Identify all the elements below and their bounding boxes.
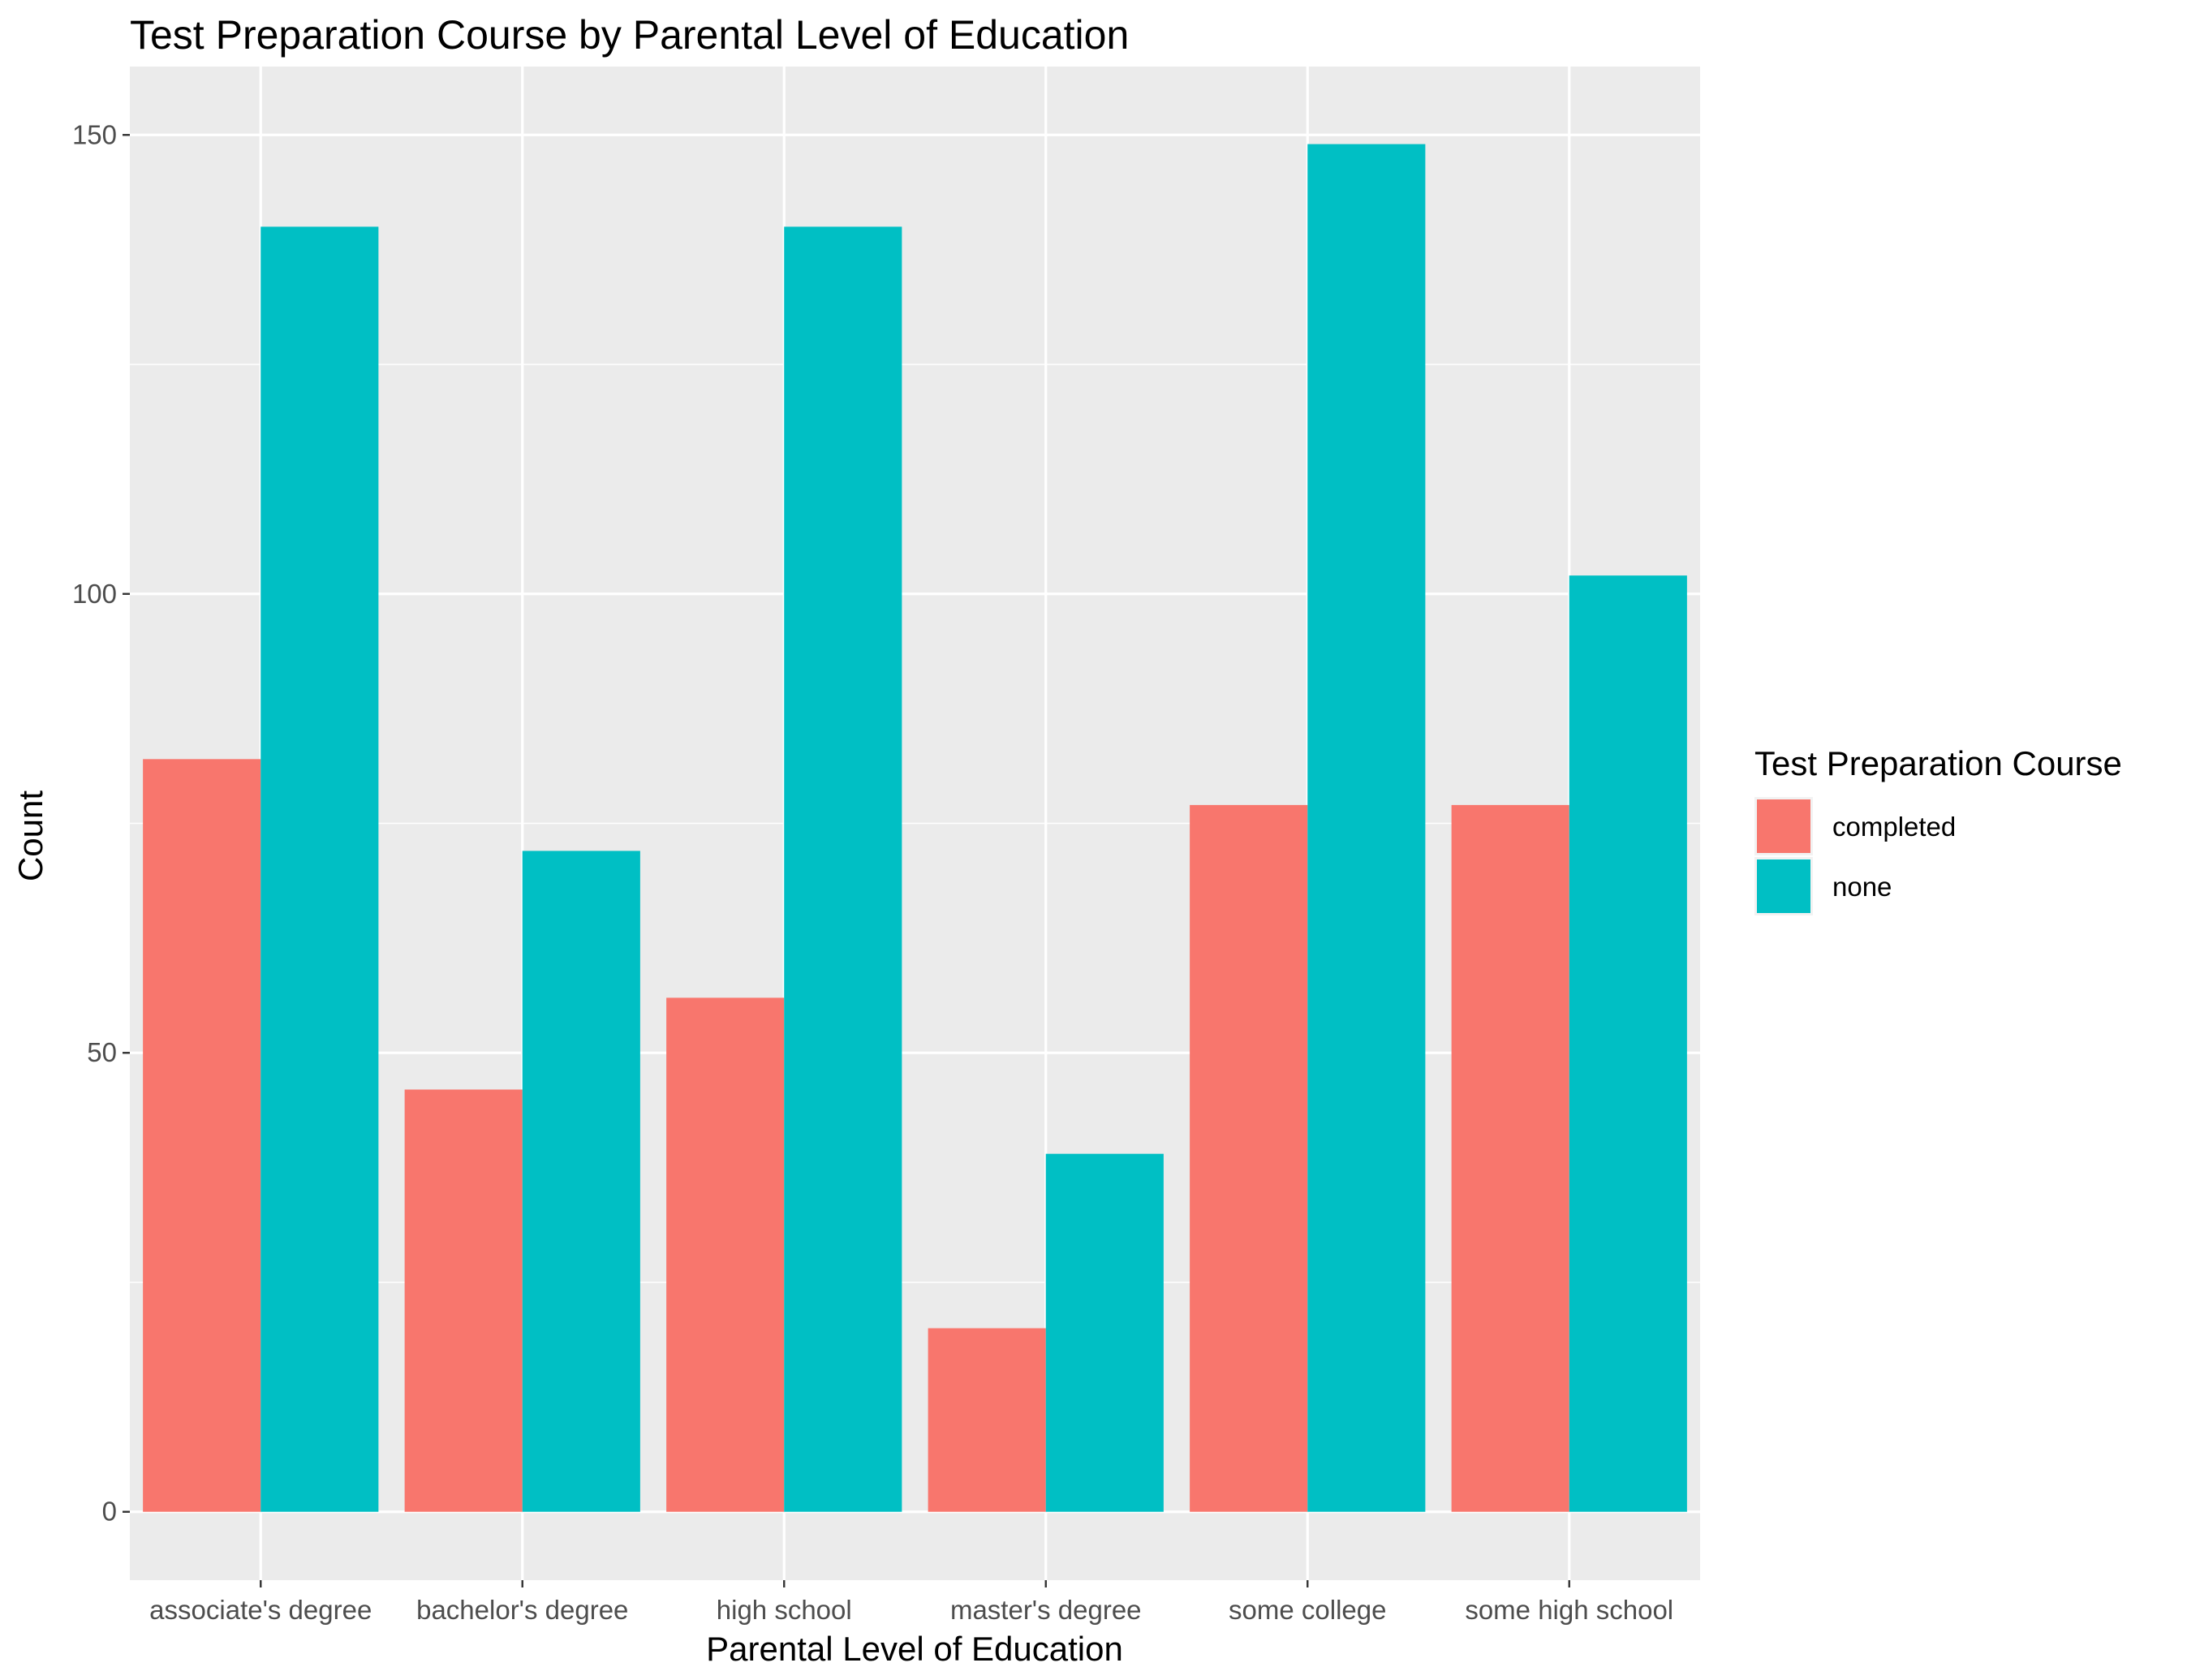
- bar-none: [1045, 1153, 1164, 1512]
- legend: Test Preparation Course completed none: [1754, 744, 2122, 915]
- bar-none: [1569, 575, 1687, 1512]
- x-tick-label: some college: [1229, 1595, 1386, 1625]
- legend-label-none: none: [1832, 872, 1892, 902]
- x-axis-title: Parental Level of Education: [706, 1630, 1123, 1668]
- bar-none: [784, 226, 902, 1512]
- y-tick-label: 100: [72, 579, 117, 609]
- x-tick-label: bachelor's degree: [416, 1595, 628, 1625]
- x-axis: associate's degree bachelor's degree high …: [149, 1580, 1673, 1625]
- bars: [143, 144, 1687, 1512]
- chart-title: Test Preparation Course by Parental Leve…: [130, 12, 1129, 58]
- bar-completed: [1190, 804, 1308, 1512]
- y-tick-label: 0: [102, 1497, 117, 1527]
- legend-key-completed: [1757, 799, 1810, 853]
- legend-title: Test Preparation Course: [1754, 744, 2122, 782]
- bar-none: [522, 851, 640, 1512]
- bar-completed: [404, 1089, 523, 1512]
- x-tick-label: some high school: [1465, 1595, 1673, 1625]
- x-tick-label: associate's degree: [149, 1595, 372, 1625]
- x-tick-label: master's degree: [950, 1595, 1142, 1625]
- y-axis: 0 50 100 150: [72, 119, 130, 1527]
- bar-none: [260, 226, 379, 1512]
- legend-key-none: [1757, 859, 1810, 913]
- bar-none: [1307, 144, 1426, 1512]
- y-axis-title: Count: [11, 790, 50, 881]
- bar-completed: [143, 759, 261, 1512]
- x-tick-label: high school: [717, 1595, 852, 1625]
- bar-completed: [928, 1328, 1046, 1512]
- minor-gridlines: [130, 364, 1700, 1283]
- y-tick-label: 50: [87, 1037, 117, 1067]
- legend-label-completed: completed: [1832, 812, 1956, 842]
- bar-completed: [666, 997, 785, 1512]
- y-tick-label: 150: [72, 119, 117, 149]
- bar-completed: [1451, 804, 1569, 1512]
